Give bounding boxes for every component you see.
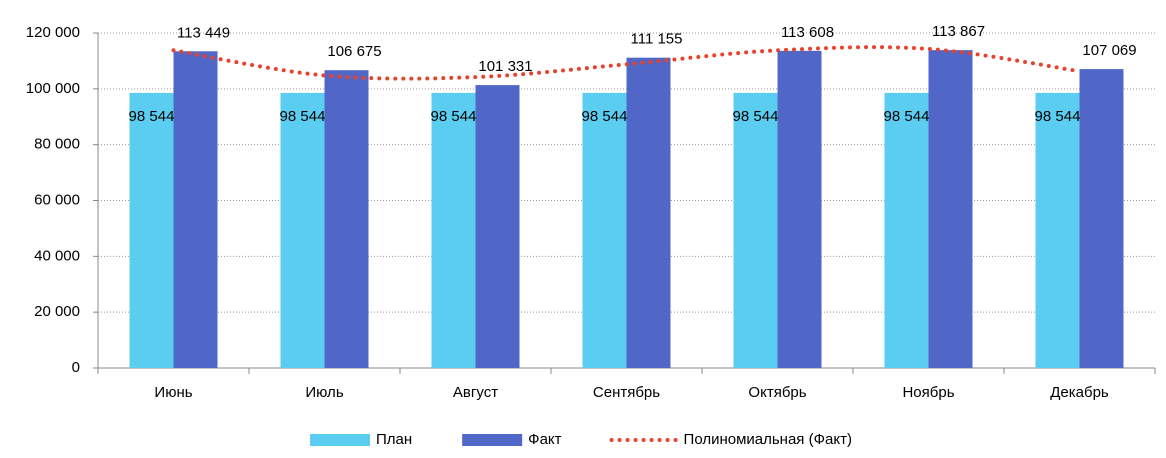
y-tick-label: 120 000 — [26, 24, 80, 41]
data-label: 113 449 — [177, 24, 230, 41]
bar — [475, 85, 520, 369]
x-tick-label: Октябрь — [748, 384, 806, 401]
data-label: 111 155 — [631, 31, 683, 48]
legend-label: Полиномиальная (Факт) — [684, 431, 852, 448]
data-label: 113 608 — [781, 24, 834, 41]
data-label: 101 331 — [478, 58, 532, 75]
data-label: 98 544 — [431, 108, 477, 125]
data-label: 98 544 — [884, 108, 930, 125]
bar — [733, 92, 778, 368]
legend-label: Факт — [528, 431, 561, 448]
legend-label: План — [376, 431, 412, 448]
bar — [324, 70, 369, 368]
y-tick-label: 100 000 — [26, 80, 80, 97]
bar — [129, 92, 174, 368]
legend-swatch — [462, 434, 523, 446]
trendline — [171, 45, 1082, 81]
data-label: 98 544 — [1035, 108, 1081, 125]
bar — [1035, 92, 1080, 368]
x-tick-label: Июнь — [154, 384, 192, 401]
bar — [1079, 69, 1124, 368]
data-label: 98 544 — [582, 108, 628, 125]
bar — [582, 92, 627, 368]
y-tick-label: 40 000 — [34, 247, 80, 264]
data-label: 107 069 — [1082, 42, 1136, 59]
bar — [173, 51, 218, 368]
bar — [928, 50, 973, 369]
data-label: 113 867 — [932, 23, 985, 40]
y-tick-label: 60 000 — [34, 191, 80, 208]
legend-swatch — [310, 434, 370, 446]
bar — [431, 92, 476, 368]
x-tick-label: Ноябрь — [902, 384, 954, 401]
data-label: 98 544 — [129, 108, 175, 125]
data-label: 98 544 — [280, 108, 326, 125]
x-tick-label: Декабрь — [1050, 384, 1109, 401]
bar — [626, 57, 671, 368]
x-tick-label: Сентябрь — [593, 384, 660, 401]
y-tick-label: 0 — [72, 359, 80, 376]
data-label: 106 675 — [327, 43, 381, 60]
x-tick-label: Июль — [305, 384, 343, 401]
x-tick-label: Август — [453, 384, 498, 401]
bar — [884, 92, 929, 368]
bar — [777, 50, 822, 369]
data-label: 98 544 — [733, 108, 779, 125]
bar — [280, 92, 325, 368]
y-tick-label: 80 000 — [34, 136, 80, 153]
y-tick-label: 20 000 — [34, 303, 80, 320]
